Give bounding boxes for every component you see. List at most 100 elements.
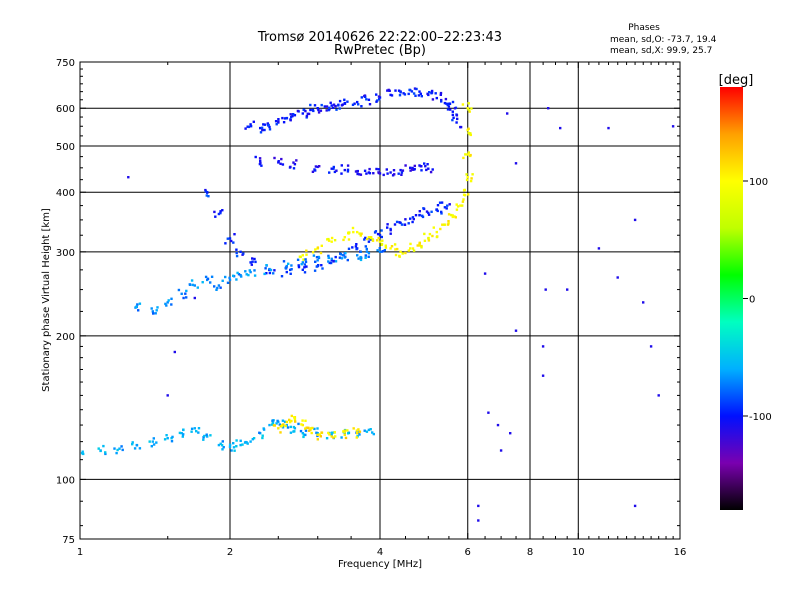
data-point-cluster (351, 103, 355, 106)
data-point-cluster (386, 223, 389, 226)
data-point-cluster (316, 246, 320, 249)
data-point-cluster (305, 253, 308, 256)
data-point-cluster (410, 90, 414, 93)
data-point-cluster (170, 437, 173, 440)
data-point-cluster (412, 168, 415, 171)
data-point (418, 164, 421, 167)
data-point (277, 427, 280, 430)
data-point-cluster (420, 244, 423, 248)
data-point (566, 288, 569, 291)
data-point (249, 440, 252, 443)
data-point-cluster (258, 157, 262, 160)
data-point (285, 270, 288, 274)
data-point (418, 90, 421, 93)
data-point-cluster (314, 248, 317, 251)
data-point-cluster (165, 304, 168, 307)
data-point-cluster (327, 256, 330, 260)
data-point (389, 93, 392, 97)
data-point-cluster (380, 243, 383, 246)
data-point-cluster (372, 172, 375, 175)
y-tick-label: 600 (56, 104, 75, 115)
data-point-cluster (453, 215, 456, 218)
data-point-cluster (371, 431, 374, 434)
data-point-cluster (232, 274, 235, 277)
data-point-cluster (104, 451, 107, 454)
data-point-cluster (300, 263, 303, 266)
data-point-cluster (359, 173, 363, 176)
data-point-cluster (97, 447, 100, 450)
data-point-cluster (371, 239, 375, 242)
data-point-cluster (290, 264, 293, 267)
data-point-cluster (241, 443, 244, 446)
stats-line-x: mean, sd,X: 99.9, 25.7 (610, 46, 712, 56)
data-point-cluster (415, 87, 418, 91)
data-point-cluster (430, 92, 433, 95)
data-point (477, 504, 480, 508)
data-point-cluster (182, 296, 185, 300)
data-point-cluster (282, 121, 286, 124)
data-point-cluster (327, 260, 330, 263)
data-point-cluster (436, 209, 439, 213)
data-point-cluster (292, 113, 295, 116)
data-point-cluster (355, 247, 358, 251)
data-point-cluster (205, 194, 208, 197)
x-tick-label: 16 (674, 547, 687, 558)
data-point (466, 107, 469, 110)
data-point-cluster (290, 419, 293, 423)
data-point-cluster (360, 232, 363, 235)
data-point-cluster (369, 236, 373, 240)
data-point-cluster (304, 429, 308, 432)
data-point-cluster (154, 312, 157, 315)
data-point-cluster (296, 258, 300, 261)
data-point-cluster (295, 159, 298, 162)
data-point (642, 301, 645, 304)
data-point-cluster (385, 168, 388, 171)
data-point-cluster (394, 89, 397, 92)
data-point (151, 310, 154, 313)
data-point-cluster (420, 169, 423, 172)
data-point-cluster (358, 430, 362, 433)
data-point-cluster (342, 238, 345, 242)
data-point-cluster (282, 260, 286, 263)
data-point-cluster (465, 173, 468, 176)
data-point-cluster (235, 445, 238, 448)
data-point-cluster (301, 419, 304, 422)
data-point (399, 250, 402, 253)
data-point-cluster (340, 172, 343, 175)
data-point (309, 108, 312, 112)
data-point-cluster (170, 303, 173, 306)
data-point-cluster (215, 288, 218, 291)
data-point-cluster (286, 426, 290, 429)
data-point-cluster (393, 173, 396, 176)
data-point (633, 504, 637, 508)
data-point-cluster (296, 109, 300, 113)
data-point-cluster (337, 104, 340, 107)
data-point-cluster (135, 444, 139, 447)
data-point-cluster (355, 436, 358, 439)
data-point-cluster (289, 272, 292, 275)
data-point-cluster (253, 257, 256, 261)
data-point-cluster (448, 102, 452, 105)
data-point-cluster (152, 437, 155, 440)
data-point-cluster (177, 288, 181, 292)
data-point-cluster (205, 433, 208, 436)
data-point-cluster (102, 444, 105, 448)
data-point-cluster (464, 153, 467, 156)
data-point-cluster (317, 264, 320, 267)
data-point-cluster (470, 177, 473, 180)
data-point-cluster (419, 165, 422, 168)
data-point-cluster (314, 169, 317, 172)
data-point-cluster (214, 215, 217, 218)
data-point-cluster (290, 414, 293, 418)
data-point (343, 168, 346, 172)
data-point-cluster (377, 95, 381, 98)
data-point-cluster (275, 422, 278, 425)
data-point-cluster (316, 438, 319, 441)
data-point-cluster (244, 270, 247, 273)
data-point (509, 432, 512, 435)
data-point-cluster (167, 299, 170, 302)
data-point-cluster (431, 168, 434, 171)
data-point-cluster (413, 168, 416, 171)
data-point-cluster (424, 165, 427, 168)
data-point (409, 166, 412, 169)
